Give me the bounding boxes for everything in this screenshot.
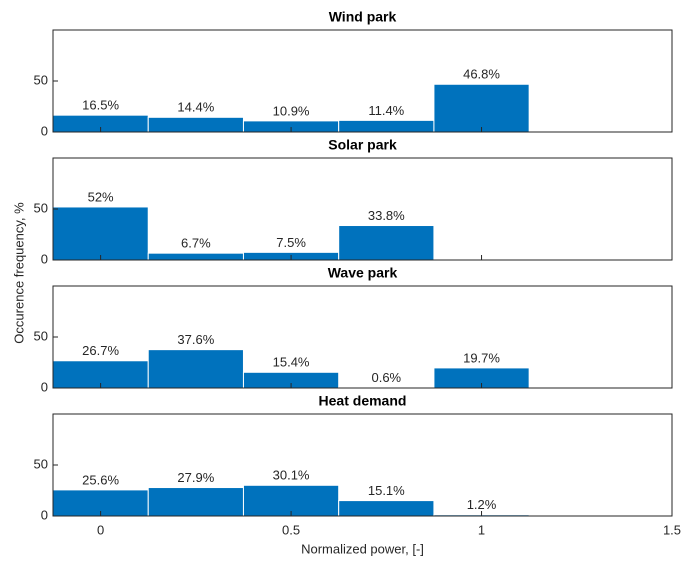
value-label: 1.2% (467, 497, 497, 512)
x-tick-label: 1 (478, 522, 485, 537)
value-label: 15.1% (368, 483, 405, 498)
value-label: 30.1% (273, 468, 310, 483)
value-label: 15.4% (273, 355, 310, 370)
bar (52, 206, 149, 261)
value-label: 25.6% (82, 472, 119, 487)
subplot-title: Wave park (328, 265, 398, 281)
x-tick-label: 1.5 (663, 522, 681, 537)
value-label: 33.8% (368, 208, 405, 223)
bar (242, 484, 340, 517)
y-tick-label: 0 (41, 123, 48, 138)
bar (147, 349, 244, 389)
value-label: 37.6% (177, 332, 214, 347)
value-label: 10.9% (273, 103, 310, 118)
value-label: 52% (88, 189, 114, 204)
y-axis-label: Occurence frequency, % (11, 202, 26, 344)
x-tick-label: 0 (97, 522, 104, 537)
subplot-title: Wind park (329, 9, 397, 25)
value-label: 27.9% (177, 470, 214, 485)
y-tick-label: 0 (41, 379, 48, 394)
value-label: 26.7% (82, 343, 119, 358)
y-tick-label: 50 (34, 72, 48, 87)
bar (147, 252, 244, 261)
value-label: 46.8% (463, 67, 500, 82)
value-label: 6.7% (181, 236, 211, 251)
y-tick-label: 0 (41, 251, 48, 266)
subplot-title: Solar park (328, 137, 397, 153)
x-tick-label: 0.5 (282, 522, 300, 537)
bar (338, 119, 435, 133)
y-tick-label: 50 (34, 328, 48, 343)
subplot-title: Heat demand (319, 393, 407, 409)
value-label: 16.5% (82, 98, 119, 113)
value-label: 7.5% (276, 235, 306, 250)
x-axis-label: Normalized power, [-] (301, 541, 424, 556)
value-label: 11.4% (368, 103, 404, 118)
bar (147, 487, 244, 517)
bar (338, 225, 435, 261)
value-label: 19.7% (463, 350, 500, 365)
bar (147, 116, 244, 133)
value-label: 14.4% (177, 100, 214, 115)
bar (338, 500, 435, 517)
value-label: 0.6% (371, 370, 401, 385)
y-tick-label: 50 (34, 456, 48, 471)
y-tick-label: 0 (41, 507, 48, 522)
bar (433, 83, 530, 133)
y-tick-label: 50 (34, 200, 48, 215)
